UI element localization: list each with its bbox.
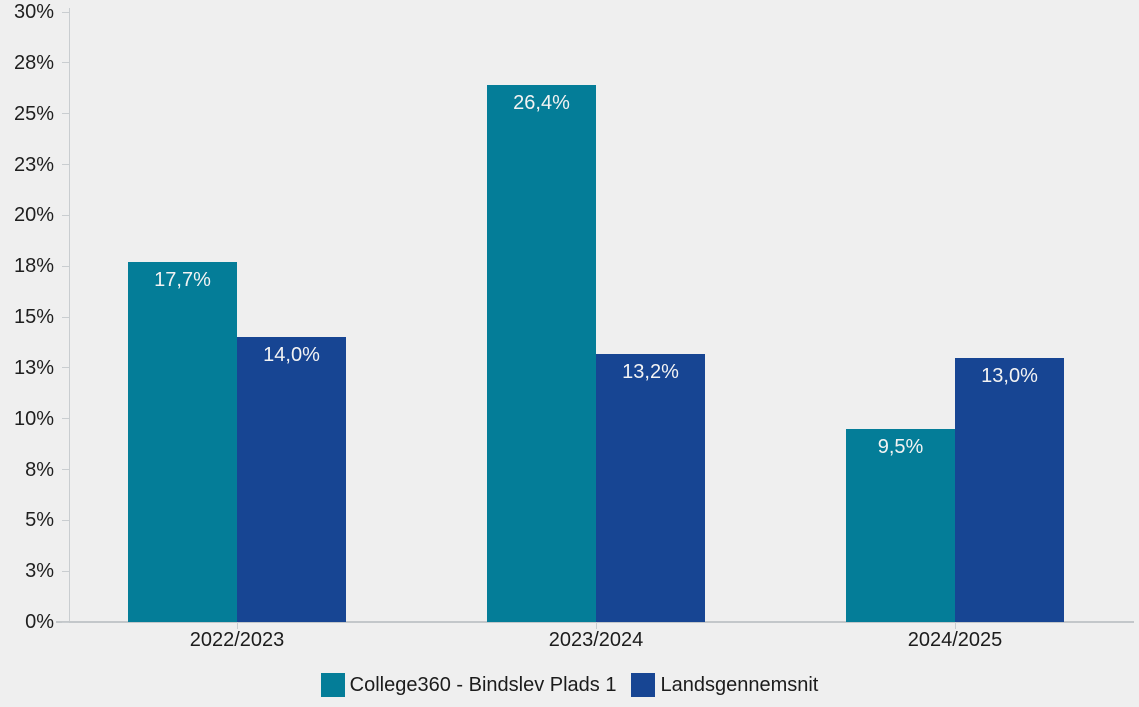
bar-landsgennemsnit[interactable]: 13,0% [955,357,1064,622]
bar-value-label: 26,4% [513,92,570,115]
y-axis-tick [62,519,69,521]
y-axis-tick [62,11,69,13]
legend-swatch-landsgennemsnit [631,673,656,697]
y-axis-label: 25% [13,102,54,125]
y-axis-tick [62,62,69,64]
y-axis-label: 15% [13,306,54,328]
bar-landsgennemsnit[interactable]: 13,2% [596,353,705,622]
legend-item-landsgennemsnit[interactable]: Landsgennemsnit [631,673,818,697]
x-axis-tick [955,622,956,629]
y-axis-label: 3% [25,560,54,583]
y-axis-tick [62,621,69,623]
legend-label-college360: College360 - Bindslev Plads 1 [349,673,617,696]
y-axis-tick [62,570,69,572]
x-axis-line [56,621,1134,623]
bar-value-label: 13,2% [622,360,679,383]
x-axis-label: 2022/2023 [189,629,285,651]
bar-value-label: 17,7% [154,269,211,292]
bar-value-label: 13,0% [981,364,1038,387]
legend-item-college360[interactable]: College360 - Bindslev Plads 1 [320,673,617,697]
chart-legend: College360 - Bindslev Plads 1 Landsgenne… [0,673,1139,697]
y-axis-label: 30% [13,1,54,23]
y-axis-label: 23% [13,153,54,176]
x-axis-tick [596,622,597,629]
y-axis-tick [62,418,69,420]
y-axis-line [69,8,70,622]
y-axis-tick [62,469,69,470]
x-axis-tick [237,622,238,629]
y-axis-tick [62,164,69,165]
bar-college360-bindslev-plads-1[interactable]: 17,7% [128,262,237,622]
y-axis-label: 20% [13,204,54,227]
bar-college360-bindslev-plads-1[interactable]: 26,4% [487,85,596,622]
y-axis-tick [62,265,69,267]
y-axis-label: 5% [25,509,54,532]
y-axis-label: 28% [13,51,54,74]
y-axis-tick [62,214,69,216]
bar-value-label: 14,0% [263,344,320,367]
legend-swatch-college360 [320,673,345,697]
y-axis-label: 0% [25,611,54,633]
y-axis-tick [62,316,69,318]
y-axis-label: 10% [13,407,54,430]
y-axis-label: 18% [13,255,54,278]
bar-landsgennemsnit[interactable]: 14,0% [237,337,346,622]
legend-label-landsgennemsnit: Landsgennemsnit [660,673,819,696]
y-axis-label: 8% [25,458,54,481]
bar-value-label: 9,5% [877,435,924,458]
y-axis-label: 13% [13,356,54,379]
x-axis-label: 2023/2024 [548,629,644,651]
x-axis-label: 2024/2025 [907,629,1003,651]
bar-college360-bindslev-plads-1[interactable]: 9,5% [846,428,955,622]
y-axis-tick [62,367,69,369]
y-axis-tick [62,113,69,115]
